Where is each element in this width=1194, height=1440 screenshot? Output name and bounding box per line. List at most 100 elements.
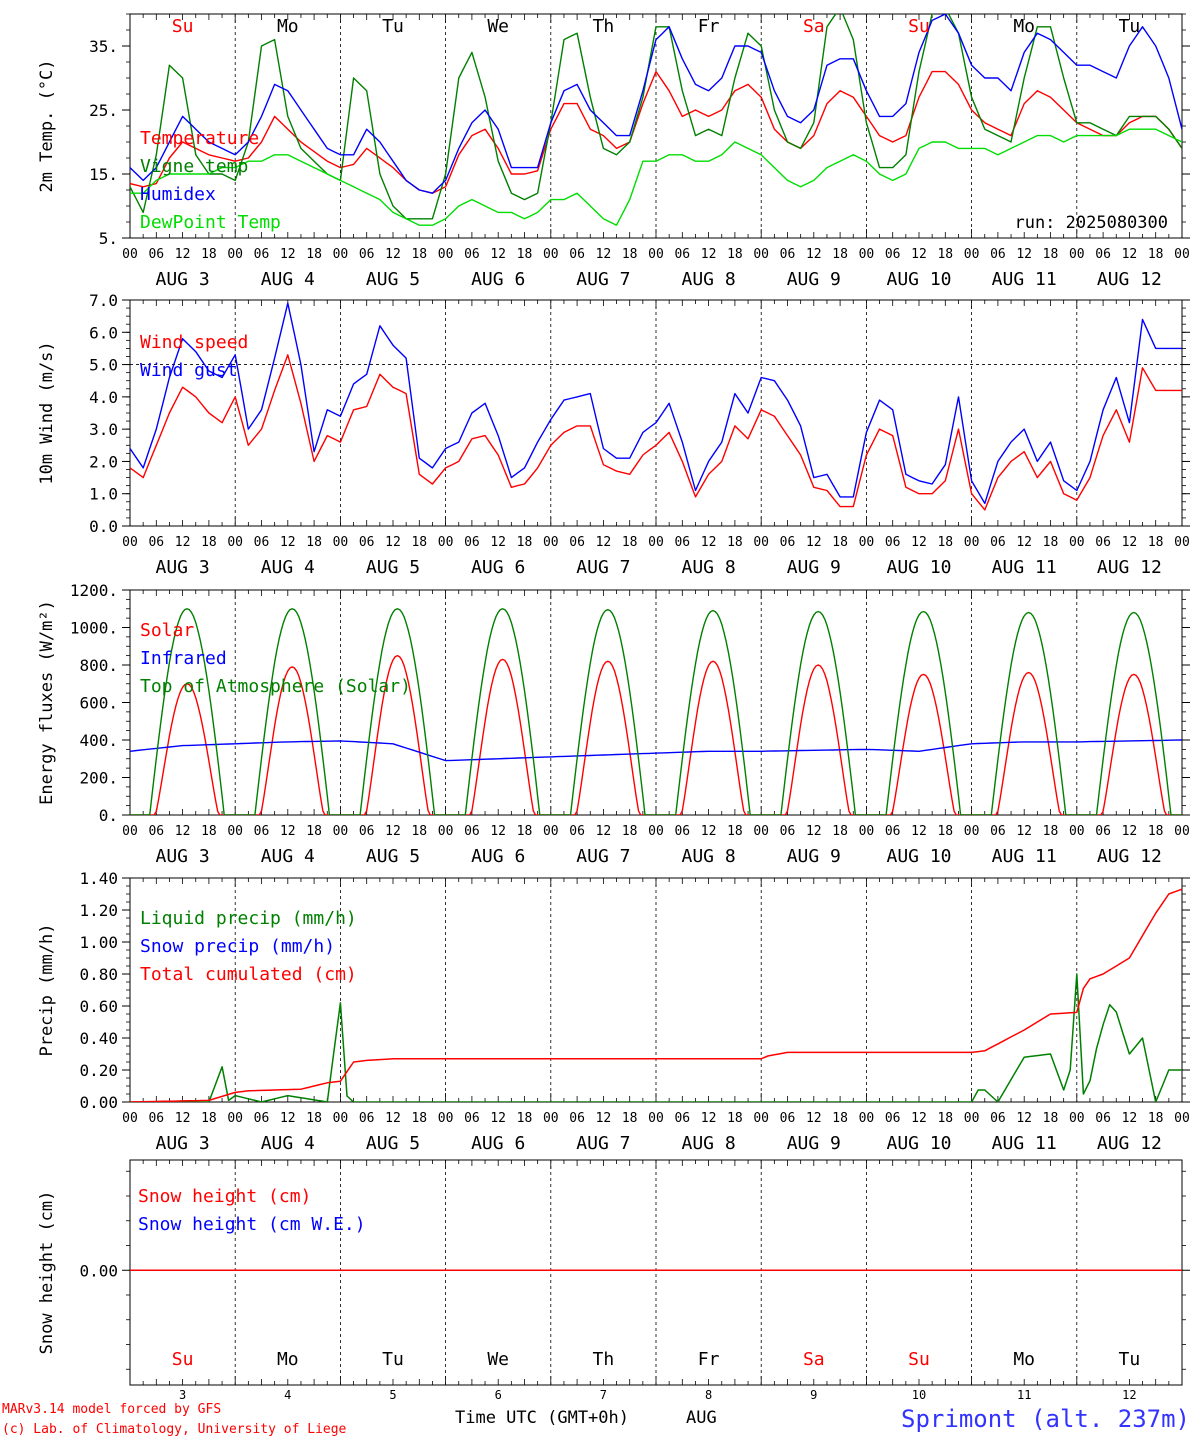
hour-tick-label: 12 (280, 247, 296, 262)
hour-tick-label: 18 (937, 247, 953, 262)
hour-tick-label: 06 (569, 824, 585, 839)
day-number-label: 9 (810, 1388, 817, 1402)
hour-tick-label: 00 (859, 824, 875, 839)
y-tick-label: 1000. (70, 619, 118, 638)
hour-tick-label: 00 (122, 1111, 138, 1126)
hour-tick-label: 00 (122, 535, 138, 550)
date-label: AUG 8 (682, 1133, 736, 1154)
weekday-label: Mo (277, 16, 299, 37)
y-tick-label: 35. (89, 37, 118, 56)
y-tick-label: 0.80 (79, 965, 118, 984)
hour-tick-label: 18 (201, 535, 217, 550)
panel-5: 0.00 Snow height (cm) Snow height (cm) Snow… (37, 1159, 1190, 1402)
hour-tick-label: 06 (780, 247, 796, 262)
hour-tick-label: 12 (701, 535, 717, 550)
legend-entry: Snow height (cm) (138, 1186, 311, 1207)
legend-entry: Top of Atmosphere (Solar) (140, 676, 411, 697)
day-number-label: 6 (495, 1388, 502, 1402)
legend-entry: Temperature (140, 128, 259, 149)
y-tick-label: 1200. (70, 581, 118, 600)
hour-tick-label: 18 (727, 824, 743, 839)
weekday-label: Tu (382, 16, 404, 37)
hour-tick-label: 00 (753, 824, 769, 839)
hour-tick-label: 06 (569, 1111, 585, 1126)
weekday-label: Sa (803, 1349, 825, 1370)
day-number-label: 4 (284, 1388, 291, 1402)
series-line-humidex (130, 14, 1182, 194)
hour-tick-label: 06 (1095, 247, 1111, 262)
hour-tick-label: 06 (1095, 824, 1111, 839)
hour-tick-label: 00 (964, 247, 980, 262)
hour-tick-label: 18 (832, 1111, 848, 1126)
y-tick-label: 0.00 (79, 1261, 118, 1280)
y-tick-label: 0.60 (79, 997, 118, 1016)
date-label: AUG 9 (787, 1133, 841, 1154)
hour-tick-label: 06 (885, 535, 901, 550)
date-label: AUG 6 (471, 557, 525, 578)
hour-tick-label: 06 (464, 1111, 480, 1126)
hour-tick-label: 12 (490, 824, 506, 839)
hour-tick-label: 00 (543, 535, 559, 550)
series-line-temperature (130, 70, 1182, 194)
date-label: AUG 7 (576, 557, 630, 578)
date-label: AUG 3 (156, 557, 210, 578)
hour-tick-label: 18 (1148, 247, 1164, 262)
hour-tick-label: 00 (227, 247, 243, 262)
hour-tick-label: 18 (201, 1111, 217, 1126)
hour-tick-label: 06 (1095, 1111, 1111, 1126)
hour-tick-label: 12 (911, 1111, 927, 1126)
hour-tick-label: 18 (306, 535, 322, 550)
hour-tick-label: 12 (280, 824, 296, 839)
y-tick-label: 1.0 (89, 485, 118, 504)
hour-tick-label: 12 (385, 824, 401, 839)
y-axis-label: 10m Wind (m/s) (37, 341, 57, 484)
date-label: AUG 4 (261, 557, 315, 578)
hour-tick-label: 12 (385, 535, 401, 550)
legend-entry: Wind gust (140, 360, 238, 381)
hour-tick-label: 12 (1016, 1111, 1032, 1126)
hour-tick-label: 12 (911, 824, 927, 839)
station-name: Sprimont (alt. 237m) (901, 1405, 1190, 1433)
hour-tick-label: 00 (753, 1111, 769, 1126)
series-group (130, 302, 1182, 511)
panel-3: 0. 200. 400. 600. 800. 1000. 1200. Energy fluxe… (37, 581, 1190, 867)
series-group (130, 14, 1182, 226)
weekday-label: Su (172, 16, 194, 37)
hour-tick-label: 18 (937, 1111, 953, 1126)
date-label: AUG 8 (682, 846, 736, 867)
hour-tick-label: 00 (227, 824, 243, 839)
hour-tick-label: 06 (359, 535, 375, 550)
hour-tick-label: 12 (385, 247, 401, 262)
hour-tick-label: 12 (175, 247, 191, 262)
hour-tick-label: 12 (1122, 247, 1138, 262)
date-label: AUG 4 (261, 269, 315, 290)
weekday-label: We (487, 1349, 509, 1370)
day-number-label: 10 (912, 1388, 926, 1402)
weekday-label: Fr (698, 16, 720, 37)
weekday-label: Sa (803, 16, 825, 37)
hour-tick-label: 06 (885, 247, 901, 262)
date-label: AUG 6 (471, 1133, 525, 1154)
hour-tick-label: 06 (254, 535, 270, 550)
y-tick-label: 3.0 (89, 420, 118, 439)
date-label: AUG 10 (886, 269, 951, 290)
hour-tick-label: 06 (359, 1111, 375, 1126)
hour-tick-label: 00 (438, 1111, 454, 1126)
hour-tick-label: 06 (780, 824, 796, 839)
date-label: AUG 3 (156, 846, 210, 867)
y-axis-label: Snow height (cm) (37, 1191, 57, 1355)
weekday-label: Th (593, 1349, 615, 1370)
hour-tick-label: 06 (464, 535, 480, 550)
hour-tick-label: 18 (622, 1111, 638, 1126)
hour-tick-label: 06 (254, 824, 270, 839)
hour-tick-label: 06 (254, 247, 270, 262)
hour-tick-label: 18 (622, 247, 638, 262)
hour-tick-label: 12 (701, 1111, 717, 1126)
hour-tick-label: 06 (990, 1111, 1006, 1126)
hour-tick-label: 12 (596, 824, 612, 839)
series-group (130, 608, 1182, 815)
hour-tick-label: 06 (674, 247, 690, 262)
weekday-label: Tu (1119, 16, 1141, 37)
hour-tick-label: 06 (780, 535, 796, 550)
hour-tick-label: 00 (333, 535, 349, 550)
